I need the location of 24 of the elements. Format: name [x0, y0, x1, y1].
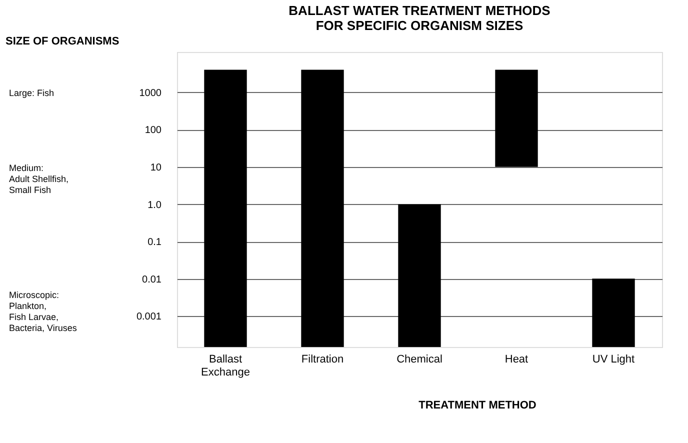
y-tick-label: 10 [150, 162, 162, 174]
y-tick-label: 0.001 [136, 312, 162, 323]
x-axis-title: TREATMENT METHOD [418, 400, 536, 412]
x-tick-label: Filtration [301, 354, 344, 366]
bar [592, 278, 635, 347]
x-tick-label: Heat [504, 354, 528, 366]
x-tick-label: UV Light [592, 354, 635, 366]
x-tick-label: Ballast Exchange [201, 354, 250, 378]
y-tick-label: 1000 [139, 88, 162, 99]
text: Medium: Adult Shellfish, Small Fish [9, 163, 69, 195]
text: Large: Fish [9, 88, 54, 98]
x-tick-label: Chemical [396, 354, 442, 366]
y-tick-label: 0.01 [142, 274, 162, 286]
y-axis-title: SIZE OF ORGANISMS [6, 36, 120, 48]
bar [204, 70, 247, 347]
bar [398, 204, 441, 347]
bar [495, 70, 538, 167]
y-tick-label: 100 [144, 125, 162, 136]
text: Microscopic: Plankton, Fish Larvae, Bacteria, Viruses [9, 290, 78, 333]
text: BALLAST WATER TREATMENT METHODS [288, 3, 550, 18]
y-tick-label: 1.0 [148, 200, 162, 211]
y-tick-label: 0.1 [148, 237, 162, 248]
bar [301, 70, 344, 347]
text: FOR SPECIFIC ORGANISM SIZES [316, 18, 524, 33]
